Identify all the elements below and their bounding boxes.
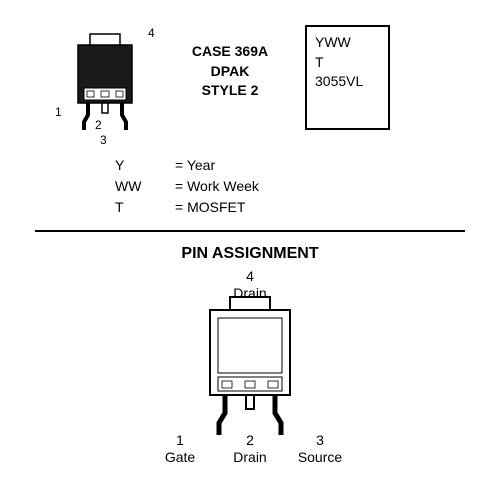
marking-line3: 3055VL [315,72,380,92]
case-label: CASE 369A DPAK STYLE 2 [175,42,285,101]
pin-labels-bottom: 1 Gate 2 Drain 3 Source [150,432,350,466]
case-line1: CASE 369A [175,42,285,62]
pin-num: 2 [220,432,280,449]
legend-value: = Work Week [175,176,259,197]
legend-key: Y [115,155,175,176]
pin-top-num: 4 [0,268,500,285]
legend-row: WW = Work Week [115,176,259,197]
legend-row: Y = Year [115,155,259,176]
dpak-small-icon [60,30,150,145]
legend-row: T = MOSFET [115,197,259,218]
pin-name: Drain [220,449,280,466]
case-line3: STYLE 2 [175,81,285,101]
legend: Y = Year WW = Work Week T = MOSFET [115,155,259,218]
pin-num: 3 [290,432,350,449]
pin-name: Gate [150,449,210,466]
pin-col: 2 Drain [220,432,280,466]
marking-line2: T [315,53,380,73]
pin4-num: 4 [148,26,155,40]
pin-num: 1 [150,432,210,449]
legend-value: = MOSFET [175,197,245,218]
pin1-num: 1 [55,105,62,119]
pin-col: 3 Source [290,432,350,466]
pin-col: 1 Gate [150,432,210,466]
top-section: 1 2 3 4 CASE 369A DPAK STYLE 2 YWW T 305… [0,0,500,230]
pin-name: Source [290,449,350,466]
pin2-num: 2 [95,118,102,132]
marking-line1: YWW [315,33,380,53]
pin-assignment-title: PIN ASSIGNMENT [0,245,500,263]
divider [35,230,465,232]
legend-value: = Year [175,155,215,176]
pin3-num: 3 [100,133,107,147]
case-line2: DPAK [175,62,285,82]
dpak-large-icon [185,295,315,440]
marking-box: YWW T 3055VL [305,25,390,130]
legend-key: T [115,197,175,218]
legend-key: WW [115,176,175,197]
